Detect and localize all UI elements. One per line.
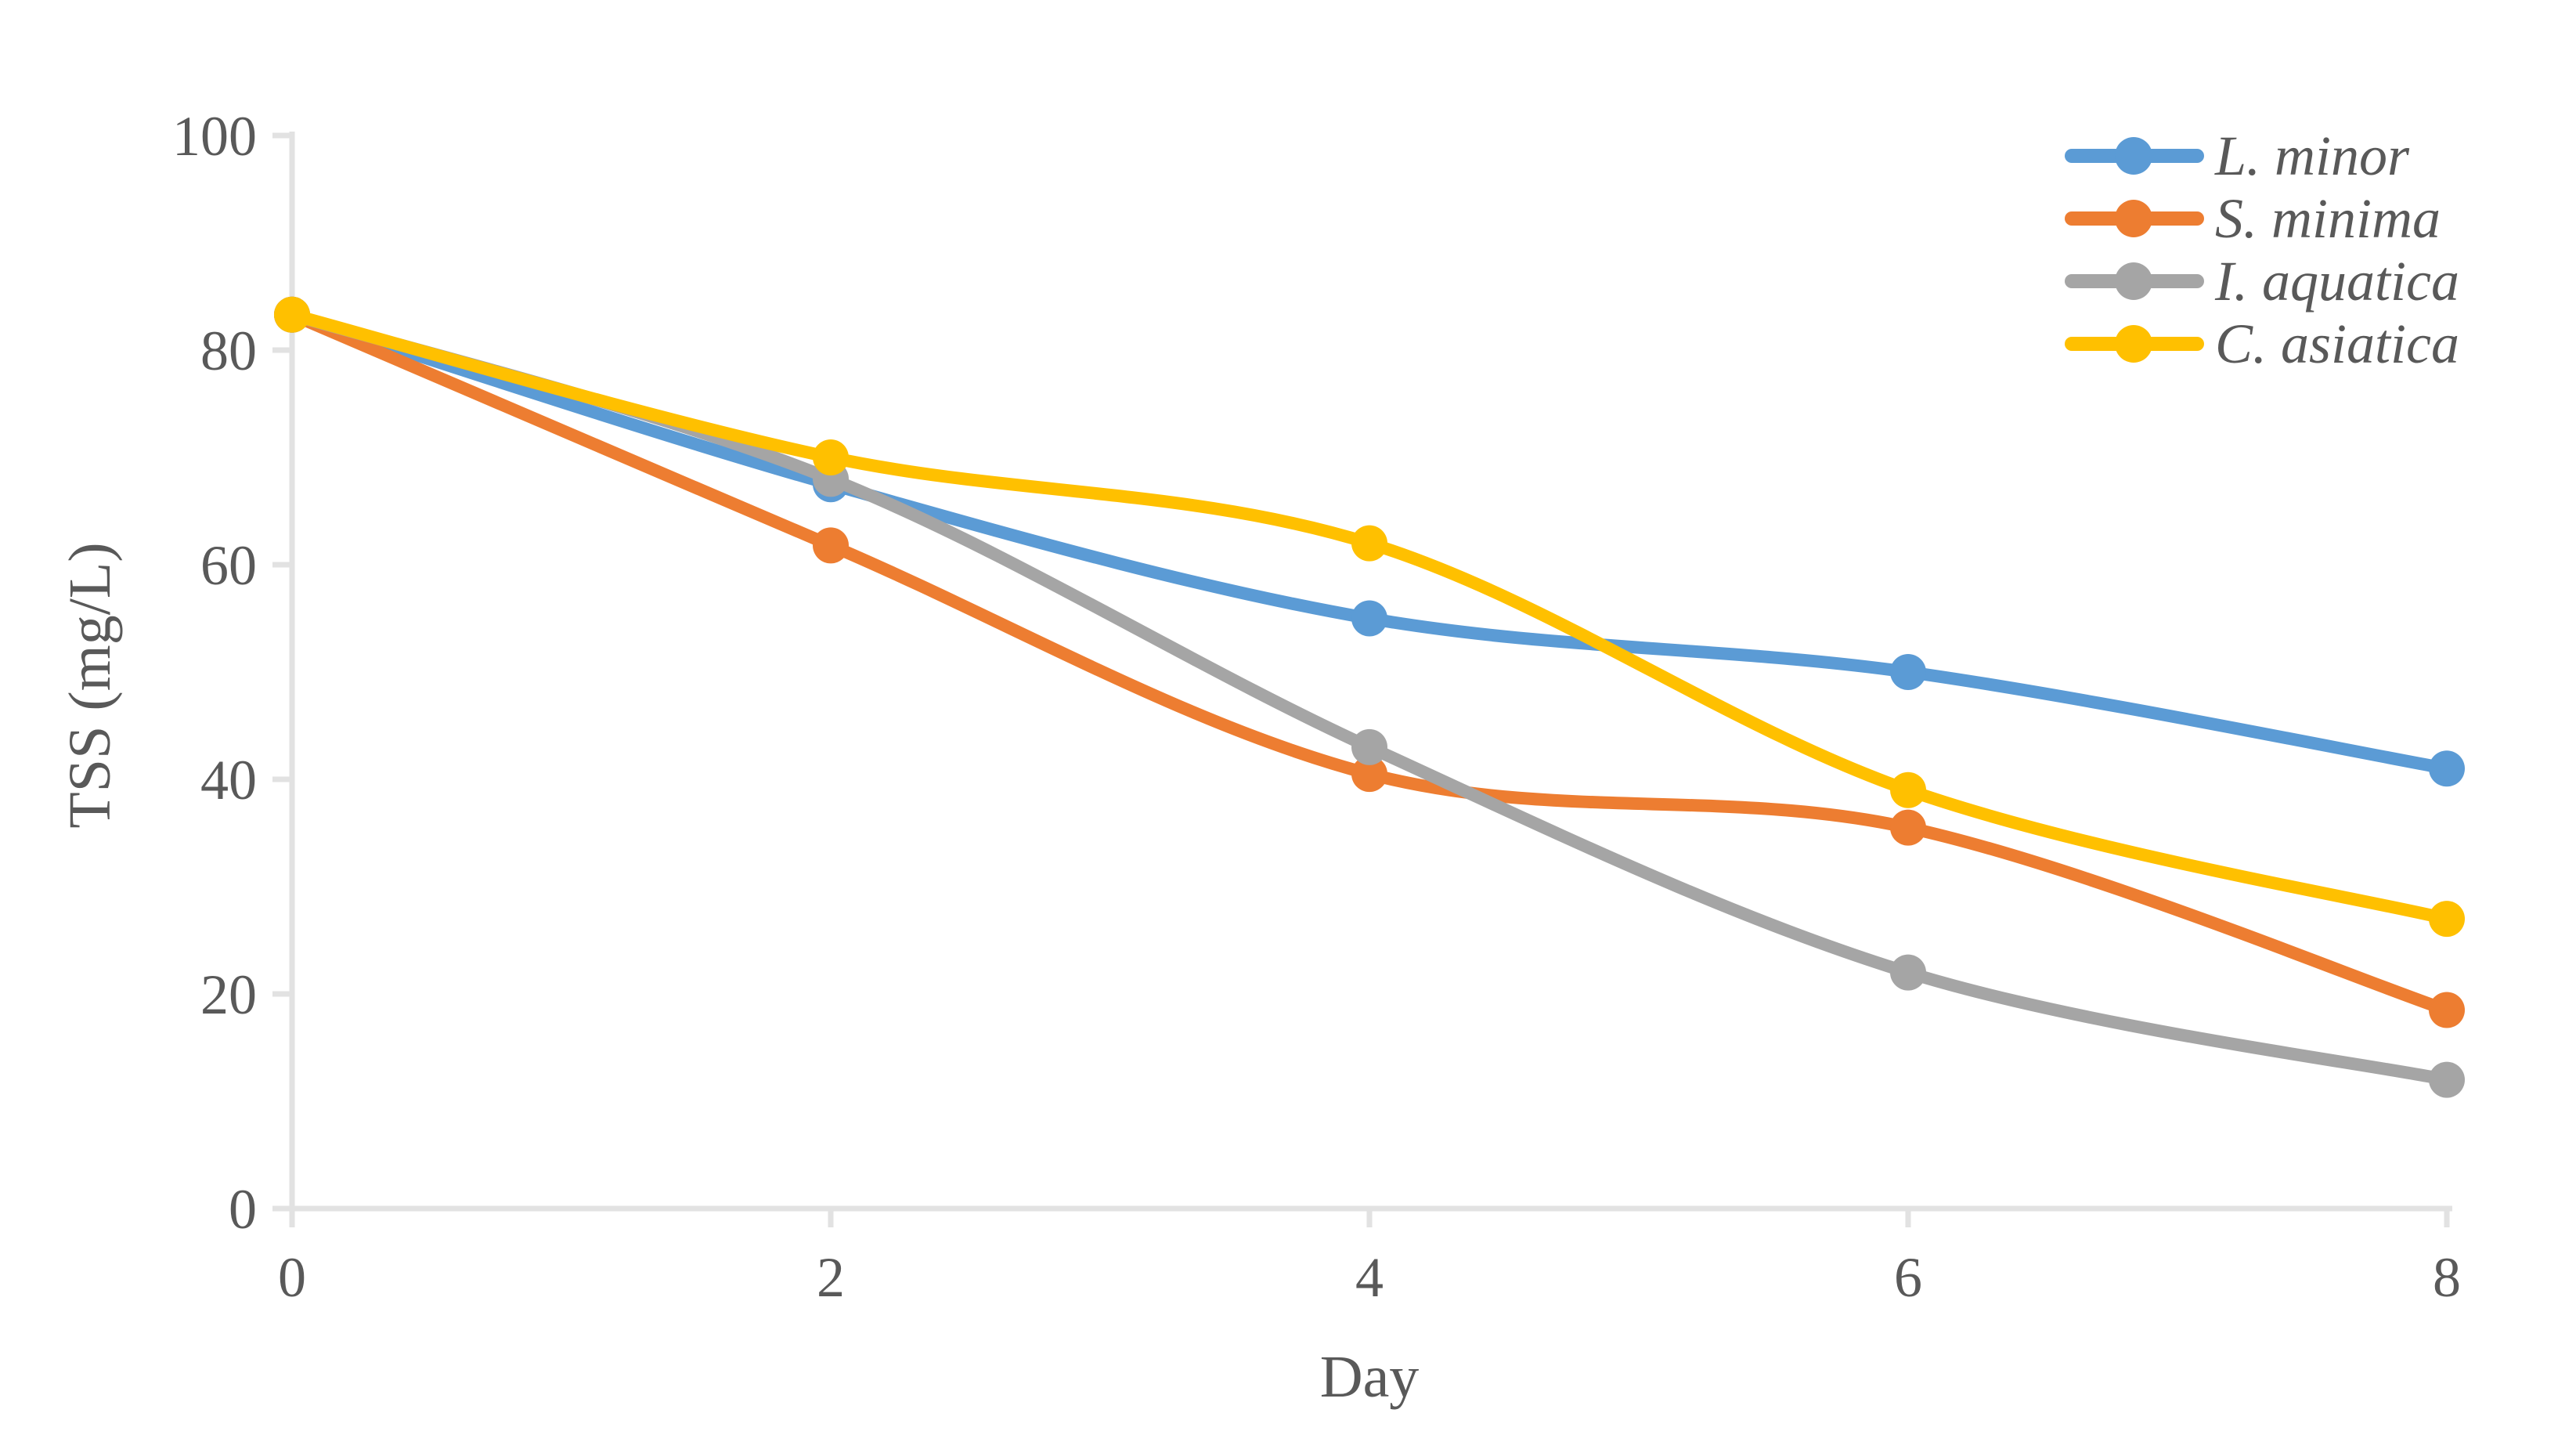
series-marker-i-aquatica <box>2429 1061 2465 1098</box>
series-marker-l-minor <box>1890 654 1926 690</box>
series-marker-l-minor <box>2429 750 2465 787</box>
y-tick-label: 40 <box>200 749 257 811</box>
y-tick-label: 80 <box>200 320 257 382</box>
legend-swatch <box>2065 131 2204 181</box>
series-marker-c-asiatica <box>2429 901 2465 938</box>
legend-label: I. aquatica <box>2215 250 2459 313</box>
x-tick-label: 6 <box>1894 1246 1922 1309</box>
legend-marker-icon <box>2115 325 2152 363</box>
series-marker-s-minima <box>2429 992 2465 1028</box>
y-tick-label: 0 <box>229 1178 257 1241</box>
x-tick-label: 2 <box>817 1246 845 1309</box>
series-marker-c-asiatica <box>1890 772 1926 808</box>
legend-item: I. aquatica <box>2065 250 2459 313</box>
legend-item: C. asiatica <box>2065 313 2459 375</box>
legend-marker-icon <box>2115 137 2152 175</box>
y-tick-label: 100 <box>172 105 257 168</box>
legend: L. minor S. minima I. aquatica C. asiatica <box>2065 125 2459 375</box>
y-tick-label: 20 <box>200 963 257 1026</box>
legend-swatch <box>2065 319 2204 369</box>
x-tick-label: 8 <box>2433 1246 2461 1309</box>
legend-item: L. minor <box>2065 125 2459 187</box>
series-marker-s-minima <box>1351 756 1387 793</box>
legend-marker-icon <box>2115 262 2152 300</box>
y-axis-title: TSS (mg/L) <box>57 542 123 829</box>
series-marker-i-aquatica <box>1890 954 1926 991</box>
series-marker-c-asiatica <box>274 296 310 333</box>
y-tick-label: 60 <box>200 534 257 597</box>
series-marker-s-minima <box>813 527 849 564</box>
series-marker-c-asiatica <box>1351 525 1387 562</box>
x-tick-label: 4 <box>1355 1246 1384 1309</box>
x-tick-label: 0 <box>278 1246 306 1309</box>
x-axis-title: Day <box>1319 1344 1420 1410</box>
series-marker-c-asiatica <box>813 439 849 475</box>
legend-marker-icon <box>2115 200 2152 237</box>
legend-swatch <box>2065 193 2204 244</box>
series-marker-l-minor <box>1351 600 1387 637</box>
series-line-i-aquatica <box>286 308 2453 1086</box>
legend-swatch <box>2065 256 2204 306</box>
series-marker-s-minima <box>1890 809 1926 846</box>
legend-label: L. minor <box>2215 125 2410 187</box>
legend-label: C. asiatica <box>2215 313 2460 375</box>
series-marker-i-aquatica <box>1351 728 1387 765</box>
legend-item: S. minima <box>2065 187 2459 250</box>
legend-label: S. minima <box>2215 187 2441 250</box>
